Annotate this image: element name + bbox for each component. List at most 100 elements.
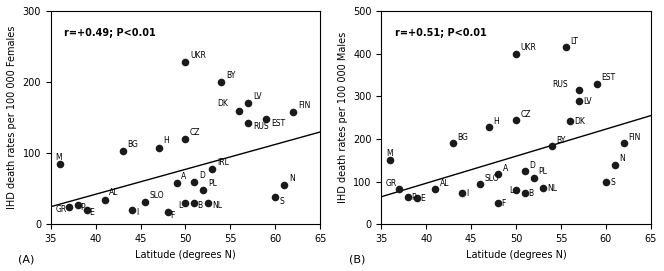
Text: DK: DK bbox=[574, 117, 586, 126]
Text: RUS: RUS bbox=[552, 80, 568, 89]
Text: B: B bbox=[197, 201, 203, 210]
Text: A: A bbox=[181, 172, 186, 181]
Y-axis label: IHD death rates per 100 000 Females: IHD death rates per 100 000 Females bbox=[7, 26, 17, 209]
Text: BY: BY bbox=[226, 71, 235, 80]
Text: r=+0.49; P<0.01: r=+0.49; P<0.01 bbox=[64, 28, 156, 38]
Point bbox=[118, 149, 128, 153]
Text: P: P bbox=[80, 204, 85, 212]
Text: H: H bbox=[493, 117, 499, 126]
Point bbox=[619, 141, 629, 146]
Text: RUS: RUS bbox=[253, 122, 268, 131]
Text: r=+0.51; P<0.01: r=+0.51; P<0.01 bbox=[395, 28, 487, 38]
Text: FIN: FIN bbox=[628, 133, 641, 142]
Point bbox=[574, 88, 584, 92]
Text: IRL: IRL bbox=[217, 158, 229, 167]
Point bbox=[394, 187, 404, 192]
Point bbox=[592, 81, 602, 86]
Text: CZ: CZ bbox=[521, 109, 531, 119]
Point bbox=[493, 201, 503, 205]
Text: SLO: SLO bbox=[485, 174, 499, 183]
Point bbox=[475, 182, 485, 186]
Text: FIN: FIN bbox=[297, 101, 310, 110]
Text: AL: AL bbox=[440, 179, 450, 188]
Text: D: D bbox=[199, 171, 205, 180]
Text: AL: AL bbox=[109, 188, 119, 198]
Text: NL: NL bbox=[212, 201, 222, 210]
Text: P: P bbox=[411, 193, 416, 202]
Text: (A): (A) bbox=[19, 255, 35, 265]
Text: B: B bbox=[528, 189, 533, 198]
Text: I: I bbox=[467, 189, 469, 198]
Text: E: E bbox=[420, 194, 425, 203]
Text: SLO: SLO bbox=[149, 191, 164, 199]
Text: D: D bbox=[530, 161, 535, 170]
Point bbox=[162, 210, 173, 215]
Text: BG: BG bbox=[457, 133, 469, 142]
Point bbox=[207, 167, 218, 171]
Point bbox=[279, 183, 290, 188]
Text: EST: EST bbox=[602, 73, 616, 82]
Point bbox=[546, 144, 557, 149]
Text: N: N bbox=[620, 154, 625, 163]
Point bbox=[529, 175, 539, 180]
Text: F: F bbox=[170, 211, 175, 220]
Text: CZ: CZ bbox=[190, 128, 201, 137]
Text: LV: LV bbox=[584, 97, 592, 106]
Text: NL: NL bbox=[548, 184, 558, 193]
Text: M: M bbox=[55, 153, 62, 162]
Text: S: S bbox=[610, 178, 615, 187]
Point bbox=[511, 51, 521, 56]
Point bbox=[180, 137, 191, 141]
Point bbox=[520, 191, 531, 195]
Text: UKR: UKR bbox=[190, 51, 206, 60]
Point bbox=[153, 146, 164, 150]
Point bbox=[203, 201, 213, 205]
Text: EST: EST bbox=[271, 119, 285, 128]
Point bbox=[385, 157, 396, 162]
Point bbox=[484, 125, 495, 129]
Text: A: A bbox=[503, 164, 508, 173]
Point bbox=[180, 201, 191, 205]
X-axis label: Latitude (degrees N): Latitude (degrees N) bbox=[135, 250, 236, 260]
Point bbox=[63, 205, 74, 209]
Text: BG: BG bbox=[127, 140, 138, 149]
Point bbox=[82, 208, 92, 212]
Point bbox=[520, 169, 531, 173]
Text: PL: PL bbox=[539, 167, 547, 176]
Point bbox=[270, 195, 281, 200]
Point bbox=[430, 187, 440, 192]
Point bbox=[610, 163, 620, 167]
Point bbox=[560, 45, 571, 49]
Point bbox=[457, 191, 467, 195]
Text: H: H bbox=[163, 137, 169, 146]
Text: LT: LT bbox=[570, 37, 578, 46]
Text: PL: PL bbox=[208, 179, 217, 188]
Point bbox=[564, 118, 575, 123]
Point bbox=[511, 188, 521, 192]
X-axis label: Latitude (degrees N): Latitude (degrees N) bbox=[465, 250, 566, 260]
Point bbox=[189, 180, 200, 184]
Point bbox=[171, 181, 182, 185]
Point bbox=[180, 60, 191, 64]
Text: LV: LV bbox=[253, 92, 262, 101]
Text: E: E bbox=[90, 208, 94, 217]
Text: UKR: UKR bbox=[521, 43, 537, 52]
Point bbox=[403, 195, 414, 199]
Text: M: M bbox=[386, 149, 392, 158]
Point bbox=[198, 188, 208, 192]
Text: BY: BY bbox=[556, 136, 566, 145]
Point bbox=[126, 208, 137, 212]
Point bbox=[538, 186, 548, 190]
Point bbox=[189, 201, 200, 205]
Point bbox=[243, 101, 254, 106]
Point bbox=[54, 162, 65, 166]
Point bbox=[493, 172, 503, 176]
Y-axis label: IHD death rates per 100 000 Males: IHD death rates per 100 000 Males bbox=[337, 32, 347, 203]
Text: L: L bbox=[179, 201, 183, 210]
Text: DK: DK bbox=[217, 99, 228, 108]
Text: L: L bbox=[509, 186, 513, 195]
Point bbox=[100, 197, 110, 202]
Point bbox=[72, 203, 83, 207]
Text: I: I bbox=[136, 208, 138, 217]
Text: N: N bbox=[289, 174, 295, 183]
